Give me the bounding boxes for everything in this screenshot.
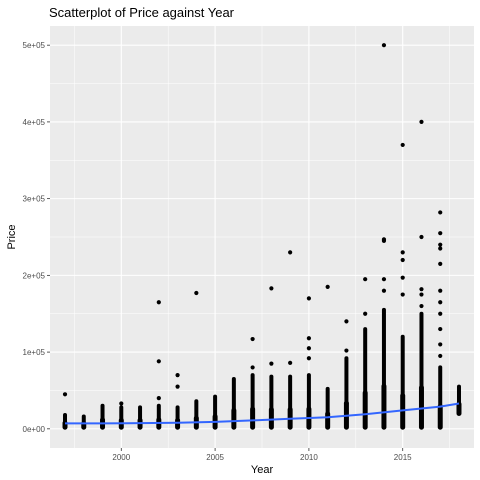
y-axis-ticks: 0e+00 1e+05 2e+05 3e+05 4e+05 5e+05	[23, 41, 50, 434]
data-point	[381, 238, 387, 243]
data-point	[438, 288, 443, 293]
x-tick-label: 2005	[206, 453, 224, 462]
data-point	[400, 292, 405, 297]
data-point	[438, 261, 443, 266]
data-point	[400, 142, 405, 148]
data-point	[419, 119, 424, 125]
data-point	[381, 43, 387, 48]
data-point	[400, 250, 405, 255]
data-point	[156, 359, 161, 364]
data-point	[306, 356, 312, 361]
data-point	[438, 231, 443, 236]
data-point	[363, 311, 368, 316]
data-point	[269, 361, 274, 366]
data-point	[381, 288, 387, 293]
data-point	[419, 234, 424, 240]
y-tick-label: 5e+05	[23, 41, 46, 50]
data-point	[175, 384, 180, 389]
data-point	[363, 277, 368, 282]
data-point	[438, 326, 443, 332]
data-point	[288, 360, 293, 365]
chart-title: Scatterplot of Price against Year	[49, 5, 235, 20]
y-axis-title: Price	[6, 224, 18, 249]
x-tick-label: 2015	[394, 453, 412, 462]
smooth-trend-line	[65, 402, 460, 425]
data-point	[438, 342, 443, 347]
y-tick-label: 3e+05	[23, 195, 46, 204]
data-point	[438, 311, 443, 316]
data-point	[62, 392, 68, 397]
data-point	[400, 257, 405, 263]
data-point	[400, 275, 405, 280]
data-point	[438, 353, 443, 359]
data-point	[381, 277, 387, 282]
data-point	[250, 336, 255, 342]
data-point	[419, 303, 424, 309]
data-point	[175, 373, 180, 378]
scatter-points	[62, 43, 443, 406]
data-point	[306, 346, 312, 351]
x-tick-label: 2010	[300, 453, 318, 462]
data-point	[269, 286, 274, 291]
data-point	[306, 336, 312, 341]
y-tick-label: 4e+05	[23, 118, 46, 127]
data-point	[419, 287, 424, 292]
grid-minor	[50, 26, 474, 448]
data-point	[119, 401, 124, 406]
y-tick-label: 0e+00	[23, 425, 46, 434]
data-point	[344, 348, 349, 353]
data-point	[325, 284, 330, 289]
data-point	[344, 319, 349, 324]
x-axis-title: Year	[251, 464, 274, 476]
data-point	[288, 250, 293, 255]
data-point	[438, 242, 443, 247]
data-point	[250, 365, 255, 370]
data-point	[419, 292, 424, 297]
x-axis-ticks: 2000 2005 2010 2015	[112, 448, 412, 462]
data-point	[438, 246, 443, 251]
y-tick-label: 2e+05	[23, 271, 46, 280]
y-tick-label: 1e+05	[23, 348, 46, 357]
data-point	[306, 296, 312, 301]
data-point	[194, 290, 199, 296]
data-point	[156, 396, 161, 401]
x-tick-label: 2000	[112, 453, 130, 462]
data-point	[438, 300, 443, 305]
data-point	[156, 300, 161, 305]
data-point	[438, 210, 443, 215]
